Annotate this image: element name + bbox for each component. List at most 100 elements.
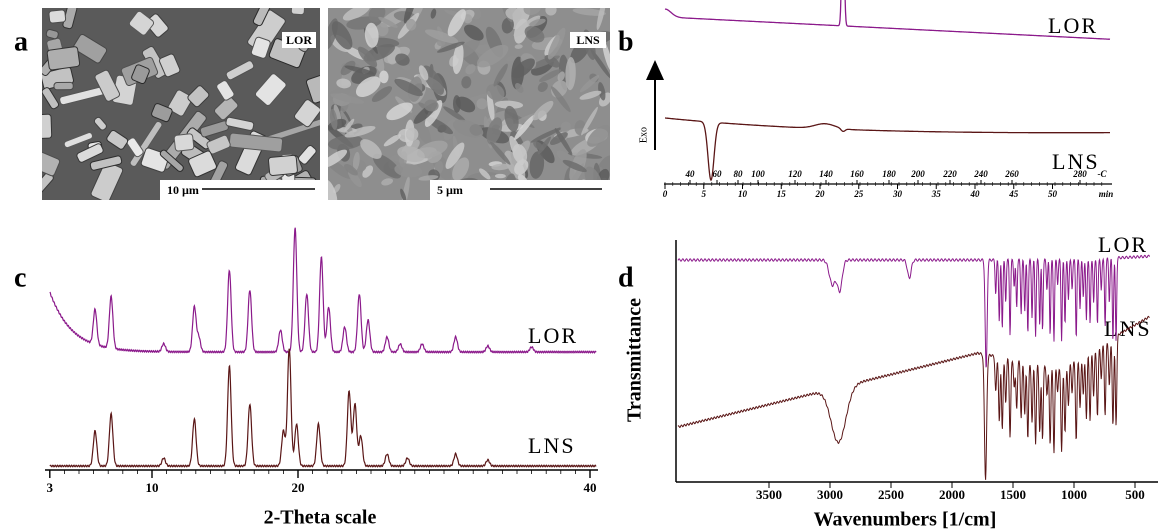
- flake: [532, 100, 554, 121]
- flake: [557, 71, 565, 82]
- flake: [376, 23, 389, 37]
- crystal: [128, 10, 155, 36]
- temperature-tick-label: 120: [788, 169, 802, 179]
- flake: [328, 135, 364, 150]
- crystal: [187, 85, 210, 108]
- flake: [342, 8, 370, 21]
- crystal: [53, 81, 74, 91]
- flake: [461, 76, 472, 89]
- flake: [328, 149, 348, 168]
- panel-label: d: [618, 262, 634, 293]
- flake: [479, 168, 491, 180]
- crystal: [173, 133, 195, 152]
- flake: [494, 173, 506, 179]
- temperature-tick-label: 220: [942, 169, 957, 179]
- flake: [490, 141, 511, 165]
- flake: [512, 58, 535, 79]
- flake: [401, 176, 410, 200]
- flake: [424, 29, 459, 44]
- crystal: [126, 137, 144, 158]
- flake: [486, 83, 505, 101]
- flake: [476, 98, 488, 110]
- temperature-tick-label: 180: [882, 169, 896, 179]
- flake: [572, 8, 606, 16]
- flake: [355, 76, 381, 98]
- time-tick-label: 0: [663, 189, 668, 199]
- x-tick-label: 40: [584, 480, 597, 495]
- flake: [549, 132, 568, 145]
- flake: [556, 150, 574, 164]
- time-tick-label: 15: [777, 189, 787, 199]
- crystal: [73, 33, 108, 64]
- flake: [505, 8, 522, 21]
- flake: [494, 100, 524, 109]
- flake: [405, 127, 419, 141]
- temperature-tick-label: 40: [685, 169, 696, 179]
- flake: [344, 65, 375, 75]
- exo-arrowhead: [646, 60, 664, 80]
- crystal: [250, 36, 271, 59]
- crystal: [89, 155, 123, 171]
- crystal: [45, 29, 59, 40]
- flake: [547, 27, 566, 60]
- x-axis-label: Wavenumbers [1/cm]: [814, 509, 997, 531]
- flake: [579, 75, 600, 93]
- flake: [381, 178, 394, 186]
- flake: [467, 93, 491, 102]
- flake: [524, 26, 545, 43]
- flake: [452, 42, 464, 75]
- flake: [545, 8, 557, 16]
- crystal: [158, 53, 181, 78]
- x-tick-label: 500: [1125, 487, 1145, 502]
- flake: [395, 53, 410, 66]
- x-tick-label: 3500: [756, 487, 782, 502]
- flake: [512, 143, 528, 164]
- flake: [602, 40, 610, 72]
- time-tick-label: 40: [970, 189, 981, 199]
- flake: [491, 163, 511, 171]
- series-label: LOR: [1048, 13, 1098, 38]
- flake: [378, 16, 398, 28]
- flake: [537, 81, 548, 92]
- flake: [418, 65, 429, 81]
- flake: [422, 65, 445, 95]
- y-axis-label: Exo: [638, 127, 649, 143]
- crystal: [225, 60, 255, 81]
- time-tick-label: 10: [738, 189, 748, 199]
- flake: [486, 90, 495, 122]
- flake: [452, 157, 470, 181]
- crystal: [159, 149, 184, 172]
- dsc-curve: [664, 0, 1111, 40]
- crystal: [42, 87, 60, 110]
- flake: [352, 151, 360, 171]
- ftir-spectrum: [677, 254, 1151, 368]
- crystal: [94, 69, 121, 102]
- flake: [403, 8, 416, 24]
- series-label: LOR: [1098, 232, 1148, 257]
- time-unit: min: [1099, 189, 1114, 199]
- flake: [539, 69, 562, 82]
- x-tick-label: 3: [47, 480, 54, 495]
- flake: [386, 102, 413, 121]
- series-label: LNS: [1052, 149, 1100, 174]
- flake: [529, 18, 546, 27]
- time-tick-label: 20: [815, 189, 826, 199]
- flake: [336, 78, 352, 89]
- flake: [560, 121, 571, 133]
- temperature-tick-label: 200: [910, 169, 925, 179]
- flake: [344, 125, 376, 138]
- x-tick-label: 10: [146, 480, 159, 495]
- flake: [523, 8, 541, 15]
- temperature-tick-label: 260: [1004, 169, 1019, 179]
- flake: [364, 22, 379, 48]
- crystal: [228, 132, 284, 153]
- flake: [514, 159, 529, 175]
- flake: [455, 96, 476, 113]
- flake: [394, 78, 423, 97]
- flake: [465, 64, 476, 75]
- flake: [505, 55, 517, 62]
- crystal: [252, 8, 275, 27]
- flake: [397, 146, 425, 163]
- time-tick-label: 30: [892, 189, 903, 199]
